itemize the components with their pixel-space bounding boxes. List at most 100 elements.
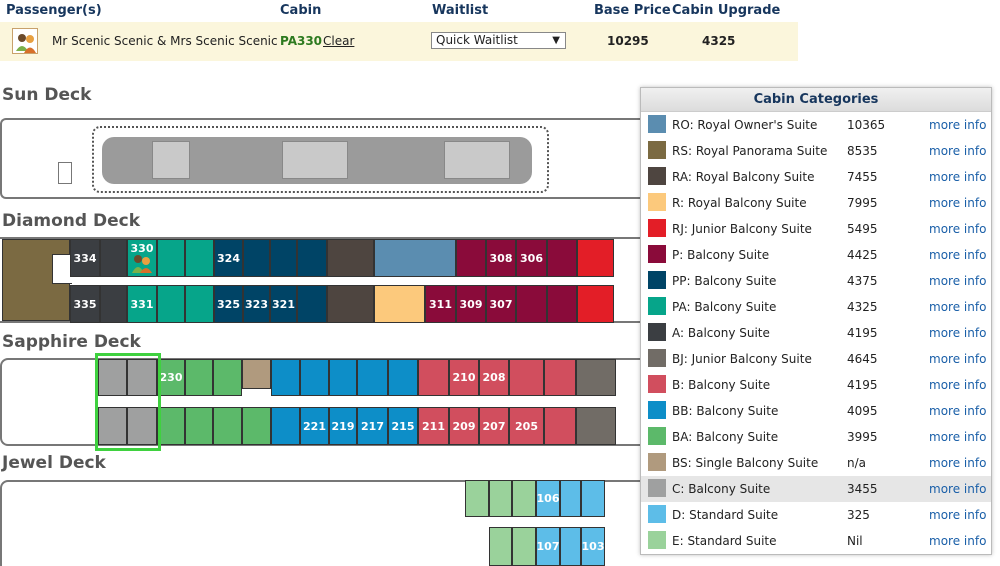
cabin-215[interactable]: 215 <box>388 407 418 445</box>
cabin[interactable] <box>374 285 425 323</box>
category-row[interactable]: C: Balcony Suite 3455 more info <box>641 476 991 502</box>
cabin[interactable] <box>374 239 456 277</box>
more-info-link[interactable]: more info <box>929 404 987 418</box>
category-row[interactable]: BA: Balcony Suite 3995 more info <box>641 424 991 450</box>
cabin-217[interactable]: 217 <box>357 407 388 445</box>
cabin[interactable] <box>98 359 127 396</box>
cabin[interactable] <box>327 285 374 323</box>
cabin[interactable] <box>297 239 327 277</box>
category-row[interactable]: R: Royal Balcony Suite 7995 more info <box>641 190 991 216</box>
cabin-335[interactable]: 335 <box>70 285 100 323</box>
cabin-219[interactable]: 219 <box>329 407 357 445</box>
cabin-207[interactable]: 207 <box>479 407 509 445</box>
cabin[interactable] <box>297 285 327 323</box>
more-info-link[interactable]: more info <box>929 352 987 366</box>
cabin[interactable] <box>516 285 547 323</box>
more-info-link[interactable]: more info <box>929 534 987 548</box>
cabin-321[interactable]: 321 <box>270 285 297 323</box>
cabin[interactable] <box>577 285 614 323</box>
cabin-211[interactable]: 211 <box>418 407 449 445</box>
more-info-link[interactable]: more info <box>929 274 987 288</box>
cabin-331[interactable]: 331 <box>127 285 157 323</box>
cabin[interactable] <box>544 407 576 445</box>
cabin[interactable] <box>213 359 242 396</box>
cabin-230[interactable]: 230 <box>157 359 185 396</box>
cabin-221[interactable]: 221 <box>300 407 329 445</box>
cabin[interactable] <box>127 359 157 396</box>
cabin[interactable] <box>547 285 577 323</box>
cabin[interactable] <box>329 359 357 396</box>
cabin-103[interactable]: 103 <box>581 527 605 566</box>
cabin[interactable] <box>509 359 544 396</box>
cabin[interactable] <box>242 359 271 389</box>
category-row[interactable]: BS: Single Balcony Suite n/a more info <box>641 450 991 476</box>
more-info-link[interactable]: more info <box>929 118 987 132</box>
cabin[interactable] <box>465 480 489 517</box>
cabin[interactable] <box>157 239 185 277</box>
cabin[interactable] <box>388 359 418 396</box>
category-row[interactable]: B: Balcony Suite 4195 more info <box>641 372 991 398</box>
cabin-306[interactable]: 306 <box>516 239 547 277</box>
category-row[interactable]: D: Standard Suite 325 more info <box>641 502 991 528</box>
cabin[interactable] <box>544 359 576 396</box>
category-row[interactable]: BJ: Junior Balcony Suite 4645 more info <box>641 346 991 372</box>
cabin[interactable] <box>185 359 213 396</box>
cabin[interactable] <box>242 407 271 445</box>
more-info-link[interactable]: more info <box>929 248 987 262</box>
category-row[interactable]: PP: Balcony Suite 4375 more info <box>641 268 991 294</box>
more-info-link[interactable]: more info <box>929 222 987 236</box>
category-row[interactable]: RO: Royal Owner's Suite 10365 more info <box>641 112 991 138</box>
cabin[interactable] <box>512 527 536 566</box>
cabin[interactable] <box>576 407 616 445</box>
cabin-107[interactable]: 107 <box>536 527 560 566</box>
cabin[interactable] <box>418 359 449 396</box>
cabin[interactable] <box>512 480 536 517</box>
cabin[interactable] <box>560 527 581 566</box>
cabin-209[interactable]: 209 <box>449 407 479 445</box>
cabin[interactable] <box>300 359 329 396</box>
cabin[interactable] <box>185 239 214 277</box>
cabin-106[interactable]: 106 <box>536 480 560 517</box>
cabin[interactable] <box>185 285 214 323</box>
category-row[interactable]: PA: Balcony Suite 4325 more info <box>641 294 991 320</box>
category-row[interactable]: E: Standard Suite Nil more info <box>641 528 991 554</box>
more-info-link[interactable]: more info <box>929 456 987 470</box>
cabin[interactable] <box>98 407 127 445</box>
more-info-link[interactable]: more info <box>929 144 987 158</box>
cabin[interactable] <box>577 239 614 277</box>
cabin[interactable] <box>489 480 512 517</box>
clear-link[interactable]: Clear <box>323 34 355 48</box>
more-info-link[interactable]: more info <box>929 482 987 496</box>
more-info-link[interactable]: more info <box>929 300 987 314</box>
cabin[interactable] <box>185 407 213 445</box>
category-row[interactable]: P: Balcony Suite 4425 more info <box>641 242 991 268</box>
category-row[interactable]: A: Balcony Suite 4195 more info <box>641 320 991 346</box>
category-row[interactable]: RS: Royal Panorama Suite 8535 more info <box>641 138 991 164</box>
cabin[interactable] <box>243 239 270 277</box>
cabin[interactable] <box>489 527 512 566</box>
cabin[interactable] <box>270 239 297 277</box>
cabin[interactable] <box>213 407 242 445</box>
cabin[interactable] <box>456 239 486 277</box>
cabin[interactable] <box>560 480 581 517</box>
cabin[interactable] <box>357 359 388 396</box>
more-info-link[interactable]: more info <box>929 508 987 522</box>
cabin-325[interactable]: 325 <box>214 285 243 323</box>
cabin-205[interactable]: 205 <box>509 407 544 445</box>
category-row[interactable]: RA: Royal Balcony Suite 7455 more info <box>641 164 991 190</box>
cabin-311[interactable]: 311 <box>425 285 456 323</box>
cabin-334[interactable]: 334 <box>70 239 100 277</box>
more-info-link[interactable]: more info <box>929 378 987 392</box>
cabin-208[interactable]: 208 <box>479 359 509 396</box>
cabin-210[interactable]: 210 <box>449 359 479 396</box>
more-info-link[interactable]: more info <box>929 430 987 444</box>
cabin[interactable] <box>271 407 300 445</box>
cabin-307[interactable]: 307 <box>486 285 516 323</box>
cabin-309[interactable]: 309 <box>456 285 486 323</box>
cabin[interactable] <box>576 359 616 396</box>
cabin-323[interactable]: 323 <box>243 285 270 323</box>
more-info-link[interactable]: more info <box>929 326 987 340</box>
cabin[interactable] <box>127 407 157 445</box>
cabin[interactable] <box>100 285 127 323</box>
cabin[interactable] <box>271 359 300 396</box>
